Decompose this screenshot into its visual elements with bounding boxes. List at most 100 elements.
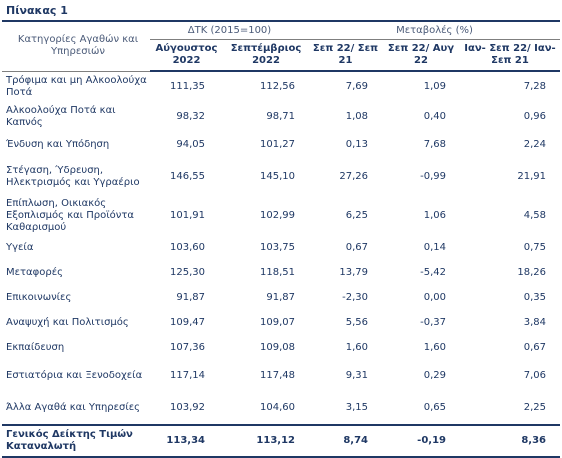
cell-august: 109,47 (170, 316, 205, 328)
row-label: Επικοινωνίες (6, 291, 72, 303)
row-label: Τρόφιμα και μη Αλκοολούχα Ποτά (6, 74, 147, 98)
col-header-ytd-change: Ιαν- Σεπ 22/ Ιαν- Σεπ 21 (460, 39, 560, 72)
table-row: Επίπλωση, Οικιακός Εξοπλισμός και Προϊόν… (2, 196, 560, 235)
table-row: Αλκοολούχα Ποτά και Καπνός 98,32 98,71 1… (2, 102, 560, 132)
cell-september: 103,75 (260, 241, 295, 253)
cell-ytd: 7,06 (523, 370, 546, 381)
table-title: Πίνακας 1 (6, 4, 68, 17)
cell-august: 117,14 (170, 370, 205, 381)
row-label: Αναψυχή και Πολιτισμός (6, 316, 129, 328)
row-label: Αλκοολούχα Ποτά και Καπνός (6, 105, 116, 128)
cell-yoy: 1,60 (345, 341, 368, 353)
row-label: Εκπαίδευση (6, 341, 65, 353)
col-header-yoy-change: Σεπ 22/ Σεπ 21 (309, 39, 382, 72)
total-ytd: 8,36 (460, 424, 560, 458)
cell-ytd: 3,84 (523, 316, 546, 328)
cell-september: 109,07 (260, 316, 295, 328)
cell-mom: 1,60 (423, 341, 446, 353)
cell-september: 109,08 (260, 341, 295, 353)
cell-ytd: 18,26 (517, 266, 546, 278)
cell-mom: 0,14 (423, 241, 446, 253)
cell-mom: 0,65 (423, 402, 446, 413)
cell-mom: -5,42 (420, 266, 446, 278)
table-row: Τρόφιμα και μη Αλκοολούχα Ποτά 111,35 11… (2, 71, 560, 102)
cell-ytd: 0,35 (523, 291, 546, 303)
cell-ytd: 2,25 (523, 402, 546, 413)
cell-august: 111,35 (170, 81, 205, 92)
cell-august: 103,60 (170, 241, 205, 253)
cell-ytd: 0,96 (523, 111, 546, 122)
row-label: Ένδυση και Υπόδηση (6, 138, 110, 150)
row-label: Άλλα Αγαθά και Υπηρεσίες (6, 402, 141, 413)
cell-ytd: 2,24 (523, 138, 546, 150)
cell-september: 101,27 (260, 138, 295, 150)
cell-mom: -0,99 (420, 170, 446, 182)
cell-september: 112,56 (260, 81, 295, 92)
table-row: Υγεία 103,60 103,75 0,67 0,14 0,75 (2, 235, 560, 260)
cell-september: 145,10 (260, 170, 295, 182)
total-september: 113,12 (223, 424, 309, 458)
cell-yoy: -2,30 (342, 291, 368, 303)
cell-mom: 1,09 (423, 81, 446, 92)
table-row: Μεταφορές 125,30 118,51 13,79 -5,42 18,2… (2, 260, 560, 285)
row-label: Στέγαση, Ύδρευση, Ηλεκτρισμός και Υγραέρ… (6, 164, 140, 188)
col-header-mom-change: Σεπ 22/ Αυγ 22 (382, 39, 460, 72)
cell-yoy: 6,25 (345, 209, 368, 221)
col-header-august-2022: Αύγουστος 2022 (150, 39, 223, 72)
total-august: 113,34 (150, 424, 223, 458)
cell-mom: 1,06 (423, 209, 446, 221)
cell-august: 125,30 (170, 266, 205, 278)
cell-august: 101,91 (170, 209, 205, 221)
cell-yoy: 13,79 (339, 266, 368, 278)
cell-september: 91,87 (266, 291, 295, 303)
cpi-table: Κατηγορίες Αγαθών και Υπηρεσιών ΔΤΚ (201… (2, 20, 560, 458)
table-row: Ένδυση και Υπόδηση 94,05 101,27 0,13 7,6… (2, 132, 560, 157)
cell-mom: 0,00 (423, 291, 446, 303)
cell-mom: 0,29 (423, 370, 446, 381)
cell-august: 98,32 (176, 111, 205, 122)
cell-august: 146,55 (170, 170, 205, 182)
index-group-header: ΔΤΚ (2015=100) (150, 20, 309, 40)
cell-yoy: 5,56 (345, 316, 368, 328)
col-header-september-2022: Σεπτέμβριος 2022 (223, 39, 309, 72)
cell-yoy: 0,67 (345, 241, 368, 253)
cell-august: 103,92 (170, 402, 205, 413)
cell-yoy: 27,26 (339, 170, 368, 182)
table-row: Αναψυχή και Πολιτισμός 109,47 109,07 5,5… (2, 310, 560, 335)
cell-yoy: 9,31 (345, 370, 368, 381)
table-row: Στέγαση, Ύδρευση, Ηλεκτρισμός και Υγραέρ… (2, 157, 560, 196)
cell-ytd: 21,91 (517, 170, 546, 182)
cell-mom: 7,68 (423, 138, 446, 150)
category-header: Κατηγορίες Αγαθών και Υπηρεσιών (2, 20, 150, 72)
table-row: Εστιατόρια και Ξενοδοχεία 117,14 117,48 … (2, 360, 560, 392)
total-yoy: 8,74 (309, 424, 382, 458)
cell-ytd: 0,75 (523, 241, 546, 253)
total-row: Γενικός Δείκτης Τιμών Καταναλωτή 113,34 … (2, 424, 560, 458)
cell-september: 98,71 (266, 111, 295, 122)
total-label: Γενικός Δείκτης Τιμών Καταναλωτή (2, 424, 150, 458)
cell-ytd: 7,28 (523, 81, 546, 92)
cell-september: 104,60 (260, 402, 295, 413)
row-label: Μεταφορές (6, 266, 63, 278)
row-label: Υγεία (6, 241, 34, 253)
row-label: Εστιατόρια και Ξενοδοχεία (6, 370, 143, 381)
row-label: Επίπλωση, Οικιακός Εξοπλισμός και Προϊόν… (6, 197, 134, 233)
cell-august: 91,87 (176, 291, 205, 303)
cell-august: 94,05 (176, 138, 205, 150)
table-page: Πίνακας 1 Κατηγορίες Αγαθών και Υπηρεσιώ… (2, 4, 560, 458)
table-row: Εκπαίδευση 107,36 109,08 1,60 1,60 0,67 (2, 335, 560, 360)
cell-ytd: 0,67 (523, 341, 546, 353)
cell-yoy: 0,13 (345, 138, 368, 150)
cell-yoy: 1,08 (345, 111, 368, 122)
cell-august: 107,36 (170, 341, 205, 353)
cell-yoy: 3,15 (345, 402, 368, 413)
cell-mom: 0,40 (423, 111, 446, 122)
change-group-header: Μεταβολές (%) (309, 20, 560, 40)
cell-ytd: 4,58 (523, 209, 546, 221)
total-mom: -0,19 (382, 424, 460, 458)
cell-mom: -0,37 (420, 316, 446, 328)
table-row: Επικοινωνίες 91,87 91,87 -2,30 0,00 0,35 (2, 285, 560, 310)
cell-september: 118,51 (260, 266, 295, 278)
table-row: Άλλα Αγαθά και Υπηρεσίες 103,92 104,60 3… (2, 392, 560, 425)
cell-september: 117,48 (260, 370, 295, 381)
